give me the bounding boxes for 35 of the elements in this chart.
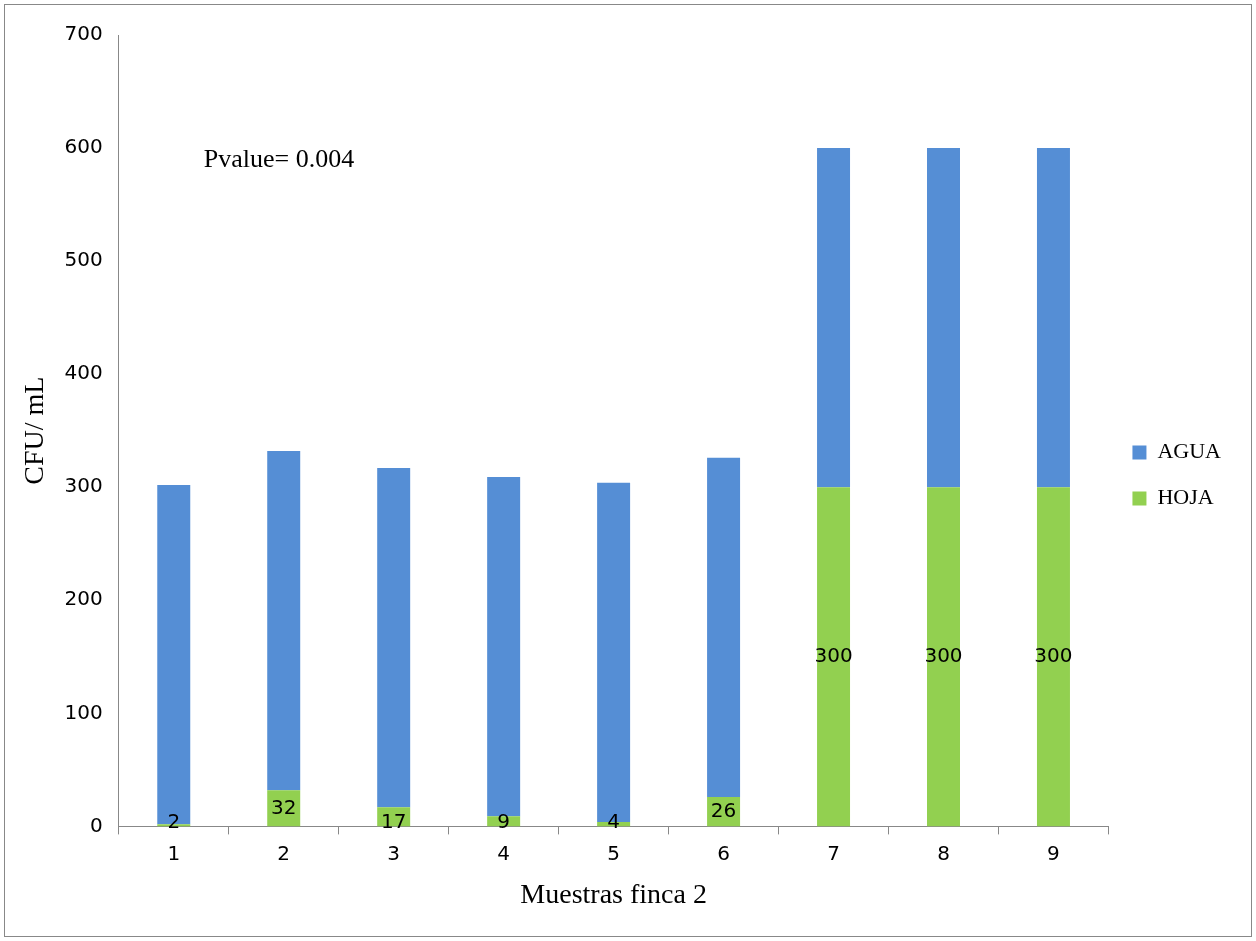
y-tick-label: 0 — [90, 812, 103, 837]
data-label: 9 — [497, 808, 511, 833]
bar — [927, 148, 960, 488]
x-tick-label: 8 — [937, 840, 950, 865]
y-tick-label: 300 — [64, 473, 103, 498]
bar — [707, 457, 741, 798]
bar — [1036, 487, 1070, 827]
x-tick-label: 2 — [277, 840, 291, 865]
x-tick-label: 1 — [167, 840, 181, 865]
x-tick-label: 6 — [717, 840, 730, 865]
x-tick-label: 7 — [827, 840, 840, 865]
legend-label: AGUA — [1157, 438, 1222, 464]
data-label: 26 — [710, 797, 737, 822]
y-tick-label: 500 — [64, 247, 103, 272]
bar — [817, 148, 851, 488]
y-tick-label: 400 — [64, 360, 103, 385]
y-tick-label: 600 — [64, 134, 103, 159]
bar — [1036, 148, 1070, 488]
x-tick-label: 3 — [387, 840, 401, 865]
bar — [817, 487, 851, 827]
y-tick-label: 100 — [64, 699, 103, 724]
data-label: 17 — [380, 808, 407, 833]
x-axis-title: Muestras finca 2 — [520, 877, 707, 909]
x-tick-label: 4 — [497, 840, 511, 865]
bar — [377, 468, 411, 808]
bar — [267, 451, 301, 791]
bar — [927, 487, 960, 827]
x-tick-label: 9 — [1047, 840, 1060, 865]
annotation: Pvalue= 0.004 — [203, 143, 355, 173]
data-label: 32 — [270, 794, 297, 819]
x-tick-label: 5 — [607, 840, 620, 865]
y-tick-label: 200 — [64, 586, 103, 611]
legend-label: HOJA — [1157, 484, 1214, 510]
y-tick-label: 700 — [64, 21, 103, 46]
y-axis-title: CFU/ mL — [18, 376, 50, 485]
